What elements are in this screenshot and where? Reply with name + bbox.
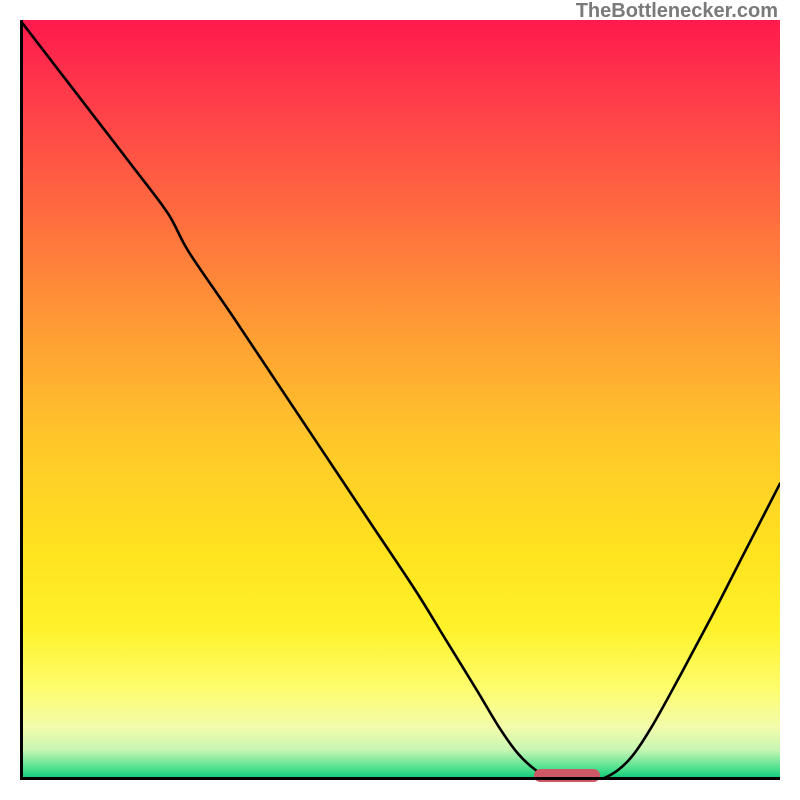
x-axis: [20, 777, 780, 780]
plot-area: [20, 20, 780, 780]
valley-marker: [534, 769, 600, 783]
bottleneck-curve: [20, 20, 780, 780]
y-axis: [20, 20, 23, 780]
watermark-text: TheBottlenecker.com: [576, 0, 778, 23]
curve-layer: [20, 20, 780, 780]
